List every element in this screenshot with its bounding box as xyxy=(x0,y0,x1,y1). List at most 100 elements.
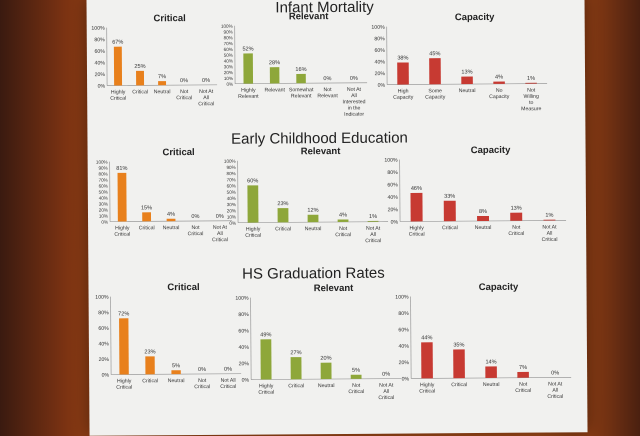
hs-graduation-rates-critical-ytick-label: 80% xyxy=(98,310,109,316)
hs-graduation-rates-capacity-bar xyxy=(421,342,433,378)
infant-mortality-critical-category-label: Critical xyxy=(132,89,148,95)
early-childhood-education-capacity-category-label: Critical xyxy=(442,225,458,231)
early-childhood-education-critical-ytick-label: 50% xyxy=(99,190,108,195)
infant-mortality-critical-ytick-label: 80% xyxy=(94,37,105,43)
early-childhood-education-relevant-data-label: 60% xyxy=(247,178,258,184)
infant-mortality-critical-chart-title: Critical xyxy=(153,13,185,24)
early-childhood-education-relevant-chart-title: Relevant xyxy=(301,146,342,157)
infant-mortality-capacity-data-label: 45% xyxy=(429,51,440,57)
early-childhood-education-relevant-bar xyxy=(368,221,379,222)
hs-graduation-rates-capacity-data-label: 35% xyxy=(453,342,464,348)
early-childhood-education-capacity-ytick-label: 40% xyxy=(387,195,398,201)
early-childhood-education-critical-ytick-label: 80% xyxy=(98,172,107,177)
infant-mortality-relevant-bar xyxy=(296,74,306,83)
infant-mortality-relevant-category-label: Relevant xyxy=(264,87,285,93)
infant-mortality-relevant-data-label: 0% xyxy=(350,76,358,82)
early-childhood-education-capacity-bar xyxy=(543,220,555,221)
infant-mortality-relevant-ytick-label: 20% xyxy=(224,70,233,75)
infant-mortality-critical-ytick-label: 0% xyxy=(98,84,106,90)
infant-mortality-capacity-ytick-label: 40% xyxy=(375,59,386,65)
hs-graduation-rates-capacity-bar xyxy=(485,366,497,378)
infant-mortality-capacity-ytick-label: 20% xyxy=(375,71,386,77)
infant-mortality-capacity-bar xyxy=(397,62,409,84)
early-childhood-education-capacity-chart-title: Capacity xyxy=(471,145,511,156)
infant-mortality-critical-data-label: 0% xyxy=(202,78,210,84)
hs-graduation-rates-relevant-ytick-label: 100% xyxy=(235,296,249,302)
infant-mortality-critical-data-label: 25% xyxy=(134,64,145,70)
hs-graduation-rates-capacity-data-label: 44% xyxy=(421,335,432,341)
early-childhood-education-relevant-bar xyxy=(247,185,258,222)
hs-graduation-rates-capacity-ytick-label: 100% xyxy=(395,294,409,300)
early-childhood-education-critical-ytick-label: 20% xyxy=(99,208,108,213)
early-childhood-education-relevant-ytick-label: 30% xyxy=(227,202,236,207)
early-childhood-education-capacity-bar xyxy=(444,201,456,222)
infant-mortality-critical-bar xyxy=(136,71,144,86)
hs-graduation-rates-critical-bar xyxy=(171,370,180,374)
early-childhood-education-capacity-ytick-label: 20% xyxy=(388,207,399,213)
hs-graduation-rates-capacity-ytick-label: 40% xyxy=(399,344,410,350)
hs-graduation-rates-critical-chart-title: Critical xyxy=(167,282,199,293)
hs-graduation-rates-capacity-data-label: 14% xyxy=(485,359,496,365)
early-childhood-education-capacity-ytick-label: 60% xyxy=(387,182,398,188)
hs-graduation-rates-critical-ytick-label: 40% xyxy=(98,341,109,347)
hs-graduation-rates-critical-ytick-label: 20% xyxy=(99,357,110,363)
hs-graduation-rates-critical-ytick-label: 60% xyxy=(98,326,109,332)
hs-graduation-rates-relevant-ytick-label: 20% xyxy=(239,361,250,367)
hs-graduation-rates-relevant-data-label: 20% xyxy=(320,356,331,362)
hs-graduation-rates-critical-bar xyxy=(145,356,154,374)
hs-graduation-rates-relevant-ytick-label: 60% xyxy=(238,328,249,334)
infant-mortality-capacity-data-label: 1% xyxy=(527,76,535,82)
early-childhood-education-capacity-ytick-label: 100% xyxy=(384,158,398,164)
early-childhood-education-critical-bar xyxy=(118,173,127,222)
early-childhood-education-capacity-ytick-label: 80% xyxy=(387,170,398,176)
infant-mortality-capacity-ytick-label: 80% xyxy=(374,36,385,42)
early-childhood-education-capacity-bar xyxy=(477,216,489,221)
hs-graduation-rates-critical-category-label: Critical xyxy=(142,378,158,384)
section-title-hs-graduation: HS Graduation Rates xyxy=(242,265,385,283)
hs-graduation-rates-relevant-chart-title: Relevant xyxy=(314,283,355,294)
infant-mortality-capacity-bar xyxy=(493,82,505,84)
early-childhood-education-relevant-category-label: Neutral xyxy=(305,226,322,232)
hs-graduation-rates-relevant-bar xyxy=(260,339,271,379)
infant-mortality-critical-ytick-label: 100% xyxy=(91,26,105,32)
early-childhood-education-relevant-data-label: 4% xyxy=(339,212,347,218)
hs-graduation-rates-capacity-y-axis xyxy=(411,296,412,378)
infant-mortality-relevant-ytick-label: 60% xyxy=(224,47,233,52)
hs-graduation-rates-relevant-bar xyxy=(291,357,302,379)
hs-graduation-rates-capacity-data-label: 0% xyxy=(551,370,559,376)
infant-mortality-critical-category-label: Neutral xyxy=(154,89,171,95)
infant-mortality-critical-ytick-label: 20% xyxy=(95,72,106,78)
hs-graduation-rates-critical-data-label: 23% xyxy=(144,349,155,355)
infant-mortality-capacity-ytick-label: 0% xyxy=(378,83,386,89)
early-childhood-education-capacity-data-label: 33% xyxy=(444,194,455,200)
hs-graduation-rates-relevant-data-label: 27% xyxy=(290,350,301,356)
hs-graduation-rates-critical-bar xyxy=(119,318,129,374)
hs-graduation-rates-critical-data-label: 5% xyxy=(172,363,180,369)
early-childhood-education-critical-ytick-label: 40% xyxy=(99,196,108,201)
hs-graduation-rates-critical-category-label: Neutral xyxy=(168,378,185,384)
infant-mortality-critical-data-label: 7% xyxy=(158,74,166,80)
early-childhood-education-critical-bar xyxy=(167,219,176,221)
hs-graduation-rates-capacity-ytick-label: 0% xyxy=(402,376,410,382)
infant-mortality-capacity-bar xyxy=(525,83,537,84)
early-childhood-education-relevant-ytick-label: 0% xyxy=(229,221,236,226)
hs-graduation-rates-critical-data-label: 0% xyxy=(224,367,232,373)
early-childhood-education-critical-bar xyxy=(142,212,151,221)
infant-mortality-capacity-data-label: 4% xyxy=(495,75,503,81)
hs-graduation-rates-relevant-ytick-label: 80% xyxy=(238,312,249,318)
